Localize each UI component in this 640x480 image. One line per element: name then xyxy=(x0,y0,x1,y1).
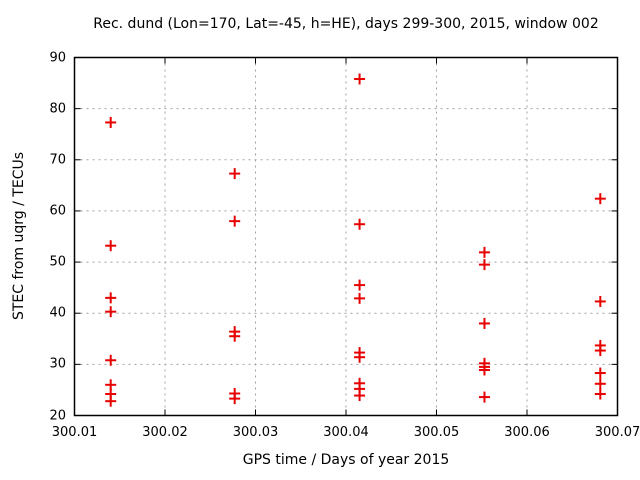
x-tick-label: 300.02 xyxy=(142,425,188,440)
x-tick-label: 300.01 xyxy=(51,425,98,440)
data-point-marker xyxy=(478,364,490,376)
data-point-marker xyxy=(229,393,241,405)
data-points xyxy=(105,73,606,407)
x-axis-label: GPS time / Days of year 2015 xyxy=(242,452,450,468)
data-point-marker xyxy=(354,73,366,85)
axis-ticks xyxy=(74,57,618,416)
data-point-marker xyxy=(105,116,117,128)
y-tick-label: 70 xyxy=(49,152,66,168)
data-point-marker xyxy=(478,246,490,258)
x-tick-label: 300.07 xyxy=(594,425,640,440)
data-point-marker xyxy=(594,378,606,390)
data-point-marker xyxy=(105,292,117,304)
y-tick-label: 80 xyxy=(49,101,66,117)
data-point-marker xyxy=(594,367,606,379)
data-point-marker xyxy=(105,354,117,366)
x-tick-label: 300.03 xyxy=(232,425,279,440)
data-point-marker xyxy=(354,390,366,402)
y-tick-label: 20 xyxy=(49,408,66,423)
data-point-marker xyxy=(229,215,241,227)
data-point-marker xyxy=(354,279,366,291)
y-tick-label: 30 xyxy=(49,356,66,372)
data-point-marker xyxy=(229,168,241,180)
x-tick-label: 300.04 xyxy=(323,425,369,440)
data-point-marker xyxy=(594,345,606,357)
data-point-marker xyxy=(354,351,366,363)
data-point-marker xyxy=(478,259,490,271)
y-tick-label: 90 xyxy=(49,50,66,65)
data-point-marker xyxy=(594,388,606,400)
data-point-marker xyxy=(105,395,117,407)
data-point-marker xyxy=(594,295,606,307)
chart-title: Rec. dund (Lon=170, Lat=-45, h=HE), days… xyxy=(93,16,599,32)
y-tick-label: 40 xyxy=(49,305,66,321)
data-point-marker xyxy=(354,218,366,230)
data-point-marker xyxy=(354,292,366,304)
x-tick-label: 300.05 xyxy=(413,425,460,440)
data-point-marker xyxy=(478,317,490,329)
y-tick-label: 60 xyxy=(49,203,66,219)
plot-border xyxy=(73,56,619,417)
grid-lines xyxy=(74,57,618,416)
data-point-marker xyxy=(105,379,117,391)
data-point-marker xyxy=(105,306,117,318)
data-point-marker xyxy=(105,240,117,252)
data-point-marker xyxy=(478,391,490,403)
y-tick-label: 50 xyxy=(49,254,66,270)
data-point-marker xyxy=(229,330,241,342)
data-point-marker xyxy=(594,193,606,205)
x-tick-label: 300.06 xyxy=(504,425,550,440)
